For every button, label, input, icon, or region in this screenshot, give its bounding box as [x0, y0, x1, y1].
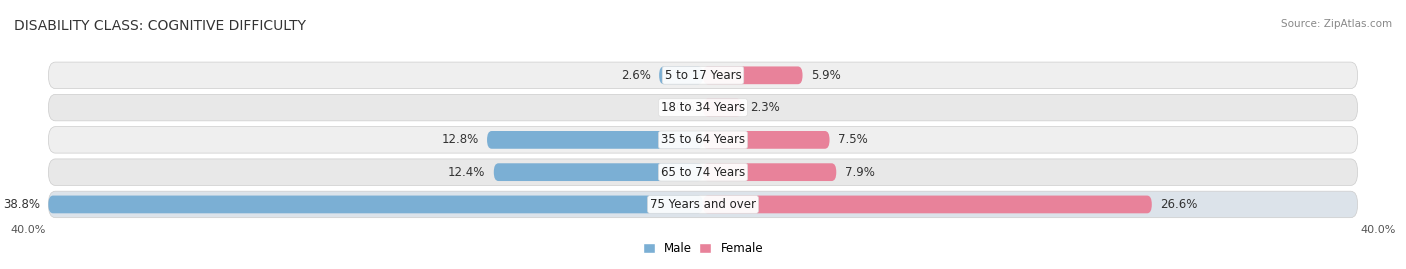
FancyBboxPatch shape — [48, 196, 703, 213]
Text: 12.4%: 12.4% — [449, 166, 485, 179]
Text: 12.8%: 12.8% — [441, 133, 478, 146]
Legend: Male, Female: Male, Female — [638, 238, 768, 260]
Text: 18 to 34 Years: 18 to 34 Years — [661, 101, 745, 114]
FancyBboxPatch shape — [703, 196, 1152, 213]
FancyBboxPatch shape — [659, 66, 703, 84]
Text: 35 to 64 Years: 35 to 64 Years — [661, 133, 745, 146]
Text: 2.3%: 2.3% — [751, 101, 780, 114]
FancyBboxPatch shape — [48, 191, 1358, 218]
Text: Source: ZipAtlas.com: Source: ZipAtlas.com — [1281, 19, 1392, 29]
Text: DISABILITY CLASS: COGNITIVE DIFFICULTY: DISABILITY CLASS: COGNITIVE DIFFICULTY — [14, 19, 307, 33]
Text: 26.6%: 26.6% — [1160, 198, 1198, 211]
FancyBboxPatch shape — [48, 94, 1358, 121]
FancyBboxPatch shape — [48, 127, 1358, 153]
FancyBboxPatch shape — [48, 159, 1358, 185]
FancyBboxPatch shape — [494, 163, 703, 181]
Text: 7.9%: 7.9% — [845, 166, 875, 179]
Text: 2.6%: 2.6% — [621, 69, 651, 82]
FancyBboxPatch shape — [486, 131, 703, 149]
FancyBboxPatch shape — [703, 99, 742, 116]
FancyBboxPatch shape — [48, 62, 1358, 89]
Text: 5 to 17 Years: 5 to 17 Years — [665, 69, 741, 82]
Text: 38.8%: 38.8% — [3, 198, 39, 211]
FancyBboxPatch shape — [703, 163, 837, 181]
Text: 0.0%: 0.0% — [665, 101, 695, 114]
Text: 5.9%: 5.9% — [811, 69, 841, 82]
FancyBboxPatch shape — [703, 131, 830, 149]
Text: 75 Years and over: 75 Years and over — [650, 198, 756, 211]
FancyBboxPatch shape — [703, 66, 803, 84]
Text: 7.5%: 7.5% — [838, 133, 868, 146]
Text: 65 to 74 Years: 65 to 74 Years — [661, 166, 745, 179]
